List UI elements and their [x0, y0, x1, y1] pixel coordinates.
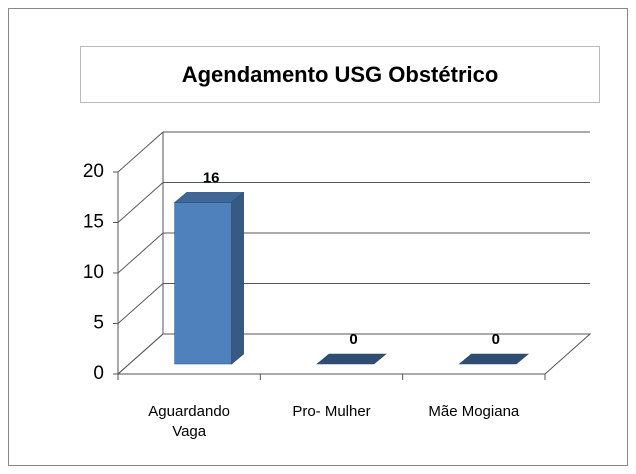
- grid-line: [117, 182, 164, 223]
- y-tick-label: 15: [83, 212, 104, 233]
- grid-line: [117, 283, 164, 324]
- bar: [173, 191, 245, 365]
- bar-side: [231, 191, 244, 365]
- grid-line: [117, 232, 164, 274]
- bar-top: [173, 192, 245, 203]
- y-tick-label: 20: [83, 161, 104, 182]
- x-tick-label: Pro- Mulher: [292, 403, 371, 420]
- chart-title: Agendamento USG Obstétrico: [182, 62, 499, 87]
- grid-line: [117, 333, 164, 375]
- bar-top: [316, 353, 387, 365]
- bar-front: [174, 202, 232, 365]
- bar-top: [458, 353, 530, 365]
- bar: [316, 353, 387, 365]
- grid-line: [117, 131, 164, 173]
- y-tick-label: 0: [93, 363, 104, 384]
- bar: [458, 353, 530, 365]
- x-tick-label: Mãe Mogiana: [428, 403, 520, 420]
- value-label: 0: [349, 331, 357, 348]
- x-tick-label: Aguardando Vaga: [148, 403, 231, 440]
- y-tick-label: 10: [83, 262, 104, 283]
- value-label: 0: [492, 331, 500, 348]
- title-box: [80, 46, 600, 103]
- value-label: 16: [203, 169, 220, 186]
- y-tick-label: 5: [93, 313, 104, 334]
